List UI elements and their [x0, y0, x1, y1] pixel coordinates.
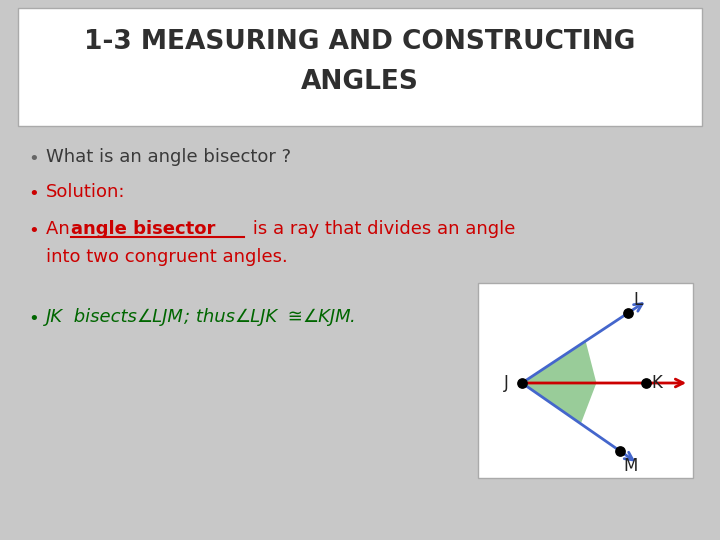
- Point: [640, 379, 652, 387]
- Text: J: J: [504, 374, 509, 392]
- Text: •: •: [28, 150, 39, 168]
- Text: ∠LJK: ∠LJK: [234, 308, 277, 326]
- Text: What is an angle bisector ?: What is an angle bisector ?: [46, 148, 291, 166]
- Text: L: L: [633, 291, 642, 309]
- Text: Solution:: Solution:: [46, 183, 125, 201]
- Text: .: .: [350, 308, 356, 326]
- Text: •: •: [28, 222, 39, 240]
- Text: ∠KJM: ∠KJM: [302, 308, 351, 326]
- FancyBboxPatch shape: [478, 283, 693, 478]
- FancyBboxPatch shape: [18, 8, 702, 126]
- Text: ≅: ≅: [282, 308, 309, 326]
- Point: [622, 309, 634, 318]
- Text: into two congruent angles.: into two congruent angles.: [46, 248, 288, 266]
- Text: •: •: [28, 310, 39, 328]
- Text: ∠LJM: ∠LJM: [136, 308, 183, 326]
- Text: •: •: [28, 185, 39, 203]
- Text: bisects: bisects: [68, 308, 143, 326]
- Text: JK: JK: [46, 308, 63, 326]
- Text: K: K: [651, 374, 662, 392]
- Text: M: M: [623, 457, 637, 475]
- Text: ANGLES: ANGLES: [301, 69, 419, 95]
- Polygon shape: [522, 383, 596, 424]
- Text: An: An: [46, 220, 76, 238]
- Point: [614, 447, 626, 455]
- Text: 1-3 MEASURING AND CONSTRUCTING: 1-3 MEASURING AND CONSTRUCTING: [84, 29, 636, 55]
- Point: [516, 379, 528, 387]
- Text: ; thus: ; thus: [184, 308, 240, 326]
- Polygon shape: [522, 341, 596, 383]
- Text: is a ray that divides an angle: is a ray that divides an angle: [247, 220, 516, 238]
- Text: angle bisector: angle bisector: [71, 220, 215, 238]
